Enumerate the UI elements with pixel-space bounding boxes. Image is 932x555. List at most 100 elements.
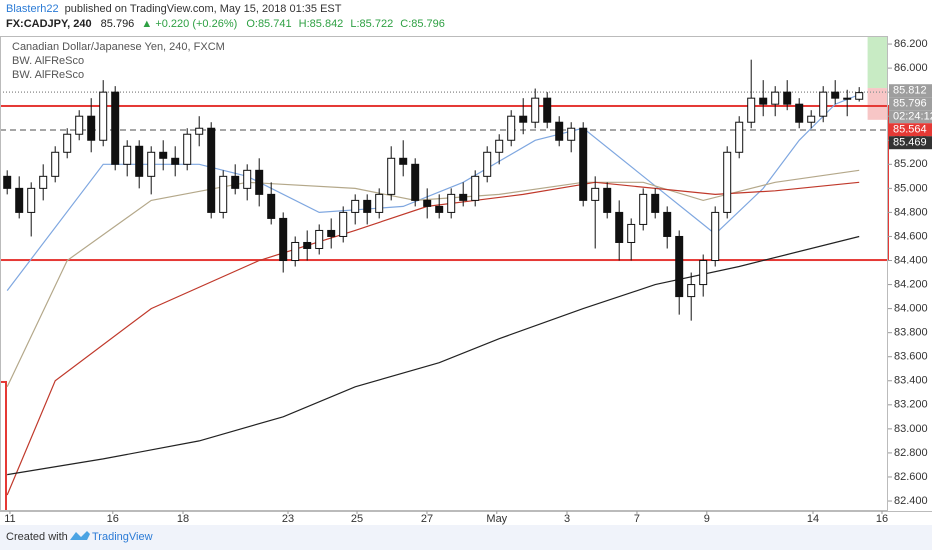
x-tick-label: 18 <box>177 513 189 525</box>
candle-body <box>315 229 324 249</box>
price-tag-label: 85.564 <box>893 124 927 136</box>
footer-brand[interactable]: TradingView <box>92 531 153 543</box>
candle-body <box>531 97 540 123</box>
price-tag-label: 85.796 <box>893 98 927 110</box>
candle-body <box>15 187 24 213</box>
y-tick-label: 85.200 <box>894 158 928 170</box>
candle-body <box>51 151 60 177</box>
candle-body <box>735 121 744 153</box>
candle-body <box>75 115 84 135</box>
close: C:85.796 <box>400 18 445 30</box>
x-tick-label: 27 <box>421 513 433 525</box>
y-tick-label: 83.200 <box>894 399 928 411</box>
x-tick-label: 16 <box>876 513 888 525</box>
candle-body <box>687 284 696 298</box>
candle-body <box>663 211 672 237</box>
zone <box>867 88 888 120</box>
candle-body <box>639 193 648 225</box>
plot-frame <box>0 36 888 511</box>
price-tag <box>889 84 932 98</box>
moving-average <box>7 235 860 476</box>
price-tag-label: 85.812 <box>893 85 927 97</box>
candle-body <box>63 133 72 153</box>
y-tick-label: 86.200 <box>894 38 928 50</box>
header-bg <box>0 0 932 36</box>
candle-body <box>219 175 228 213</box>
candle-body <box>447 193 456 213</box>
candle-body <box>207 127 216 213</box>
zone <box>0 104 889 262</box>
x-tick-label: 11 <box>4 513 15 525</box>
candle-body <box>747 97 756 123</box>
candle-body <box>675 235 684 298</box>
candle-body <box>39 175 48 189</box>
candle-body <box>135 145 144 177</box>
symbol-line: FX:CADJPY, 240 85.796 ▲ +0.220 (+0.26%) … <box>6 18 445 30</box>
candle-body <box>339 211 348 237</box>
y-tick-label: 84.800 <box>894 206 928 218</box>
candle-body <box>255 169 264 195</box>
x-tick-label: May <box>486 513 507 525</box>
candle-body <box>495 139 504 153</box>
candle-body <box>351 199 360 213</box>
candle-body <box>111 91 120 165</box>
moving-average <box>6 181 860 496</box>
price: 85.796 <box>101 18 135 30</box>
candle-body <box>435 205 444 213</box>
candle-body <box>711 211 720 262</box>
candle-body <box>591 187 600 201</box>
candle-body <box>471 175 480 201</box>
y-tick-label: 84.000 <box>894 303 928 315</box>
candle-body <box>723 151 732 213</box>
x-tick-label: 14 <box>807 513 819 525</box>
high: H:85.842 <box>299 18 344 30</box>
candle-body <box>783 91 792 105</box>
candle-body <box>819 91 828 117</box>
legend-text: BW. AlFReSco <box>12 55 84 67</box>
candle-body <box>123 145 132 165</box>
y-tick-label: 83.800 <box>894 327 928 339</box>
candle-body <box>303 241 312 249</box>
candle-body <box>807 115 816 123</box>
author[interactable]: Blasterh22 <box>6 3 59 15</box>
y-tick-label: 82.400 <box>894 495 928 507</box>
x-tick-label: 9 <box>704 513 710 525</box>
symbol: FX:CADJPY, 240 <box>6 18 92 30</box>
candle-body <box>567 127 576 141</box>
change: ▲ +0.220 (+0.26%) <box>141 18 237 30</box>
candle-body <box>159 151 168 159</box>
published-line: Blasterh22 published on TradingView.com,… <box>6 3 342 15</box>
candle-body <box>651 193 660 213</box>
candle-body <box>183 133 192 165</box>
candle-body <box>327 229 336 237</box>
footer-created: Created with <box>6 531 68 543</box>
candle-body <box>375 193 384 213</box>
price-tag <box>889 110 932 124</box>
y-tick-label: 85.000 <box>894 182 928 194</box>
y-tick-label: 82.600 <box>894 471 928 483</box>
candle-body <box>603 187 612 213</box>
candle-body <box>171 157 180 165</box>
candle-body <box>759 97 768 105</box>
candle-body <box>147 151 156 177</box>
candle-body <box>267 193 276 219</box>
candle-body <box>699 260 708 286</box>
candle-body <box>3 175 12 189</box>
plot <box>0 36 889 512</box>
y-tick-label: 84.400 <box>894 254 928 266</box>
candle-body <box>99 91 108 141</box>
candle-body <box>27 187 36 213</box>
price-tag-label: 02:24:12 <box>893 111 932 123</box>
candle-body <box>411 163 420 201</box>
y-tick-label: 83.600 <box>894 351 928 363</box>
candle-body <box>87 115 96 141</box>
candle-body <box>231 175 240 189</box>
price-tag <box>889 136 932 150</box>
moving-average <box>6 94 860 291</box>
candle-body <box>423 199 432 207</box>
candle-body <box>519 115 528 123</box>
candle-body <box>459 193 468 201</box>
x-tick-label: 23 <box>282 513 294 525</box>
price-tag <box>889 123 932 137</box>
